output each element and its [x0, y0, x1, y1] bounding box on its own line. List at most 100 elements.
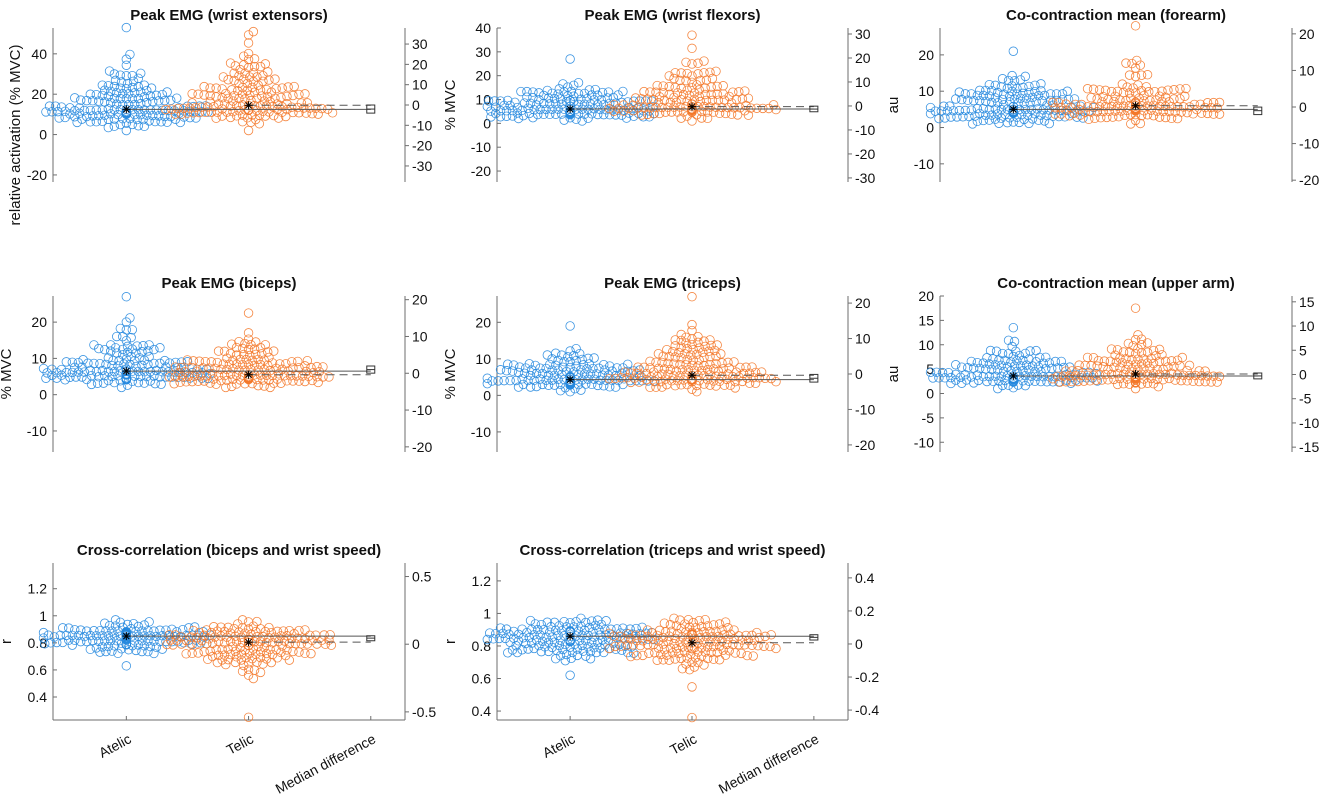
data-point — [234, 336, 244, 347]
data-point — [263, 360, 273, 371]
data-point — [517, 374, 527, 384]
data-point — [699, 360, 709, 371]
data-point — [121, 118, 132, 128]
data-point — [231, 350, 242, 360]
data-point — [717, 625, 727, 635]
data-point — [203, 654, 213, 665]
data-point — [1024, 118, 1034, 129]
data-point — [161, 625, 171, 635]
data-point — [168, 640, 178, 650]
data-point — [626, 368, 636, 378]
data-point — [495, 106, 506, 116]
data-point — [276, 92, 286, 103]
data-point — [645, 363, 655, 373]
telic-swarm — [604, 30, 781, 126]
data-point — [501, 106, 512, 116]
data-point — [187, 362, 197, 373]
data-point — [313, 377, 323, 388]
data-point — [287, 357, 297, 367]
data-point — [225, 649, 236, 660]
data-point — [604, 374, 614, 384]
data-point — [179, 103, 189, 113]
data-point — [324, 372, 334, 382]
subplot-title: Peak EMG (triceps) — [604, 275, 741, 292]
left-tick-label: -20 — [27, 167, 47, 183]
data-point — [264, 375, 274, 385]
data-point — [483, 96, 494, 106]
data-point — [287, 102, 297, 112]
data-point — [94, 343, 104, 354]
data-point — [1090, 113, 1100, 124]
data-point — [58, 637, 68, 648]
data-point — [300, 634, 310, 644]
data-point — [1082, 352, 1093, 363]
data-point — [659, 618, 670, 628]
data-point — [752, 627, 762, 638]
data-point — [1008, 383, 1019, 393]
data-point — [591, 369, 602, 379]
data-point — [239, 74, 249, 84]
data-point — [693, 361, 703, 371]
data-point — [656, 376, 666, 387]
data-point — [601, 630, 611, 640]
data-point — [299, 103, 309, 113]
data-point — [118, 350, 128, 360]
data-point — [542, 85, 553, 96]
data-point — [645, 356, 655, 366]
data-point — [243, 658, 254, 668]
data-point — [245, 350, 255, 361]
data-point — [70, 635, 80, 645]
data-point — [283, 82, 293, 92]
data-point — [133, 621, 144, 632]
right-tick-label: 20 — [412, 292, 428, 308]
data-point — [1130, 115, 1141, 126]
data-point — [211, 83, 221, 93]
data-point — [493, 376, 503, 386]
data-point — [495, 112, 506, 122]
data-point — [495, 365, 506, 375]
data-point — [97, 80, 108, 90]
left-tick-label: 10 — [475, 92, 491, 108]
data-point — [251, 337, 261, 347]
data-point — [264, 75, 274, 85]
data-point — [623, 629, 634, 639]
data-point — [503, 648, 513, 658]
data-point — [509, 360, 519, 370]
data-point — [227, 85, 237, 95]
right-tick-label: -5 — [1299, 391, 1312, 407]
telic-swarm — [162, 615, 337, 722]
data-point — [571, 361, 581, 371]
subplot-title: Co-contraction mean (forearm) — [1006, 7, 1226, 24]
data-point — [676, 335, 686, 346]
data-point — [60, 375, 70, 385]
data-point — [137, 646, 147, 657]
data-point — [77, 114, 87, 124]
left-tick-label: 10 — [31, 350, 47, 366]
data-point — [728, 372, 738, 382]
data-point — [705, 637, 715, 647]
data-point — [1135, 118, 1146, 129]
data-point — [170, 630, 181, 640]
data-point — [228, 374, 238, 384]
data-point — [560, 655, 571, 666]
data-point — [706, 647, 716, 658]
data-point — [139, 620, 150, 630]
data-point — [984, 79, 995, 90]
data-point — [121, 54, 132, 64]
data-point — [706, 340, 716, 351]
data-point — [984, 91, 995, 101]
left-tick-label: -10 — [914, 434, 934, 450]
data-point — [1136, 110, 1147, 121]
data-point — [994, 118, 1004, 128]
data-point — [1082, 84, 1093, 94]
data-point — [702, 621, 713, 631]
data-point — [510, 97, 520, 108]
data-point — [984, 359, 995, 369]
data-point — [228, 96, 238, 106]
data-point — [108, 355, 118, 366]
data-point — [199, 647, 209, 657]
data-point — [699, 660, 709, 670]
data-point — [512, 102, 523, 113]
data-point — [687, 83, 697, 93]
data-point — [593, 380, 603, 391]
